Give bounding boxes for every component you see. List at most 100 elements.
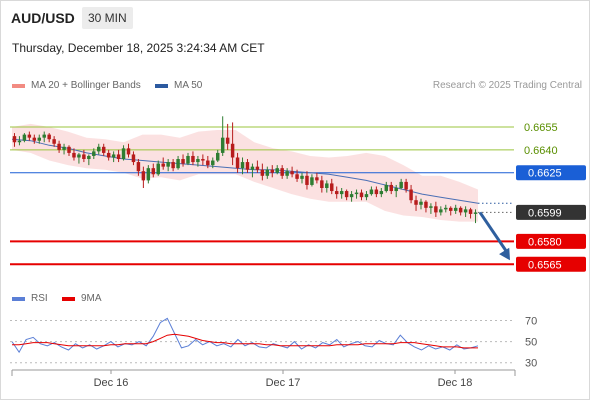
candle-body: [444, 207, 448, 210]
candle-body: [141, 171, 146, 181]
ma50-swatch: [155, 83, 168, 88]
candle-body: [32, 137, 37, 141]
candle-body: [280, 168, 284, 176]
rsi-series-9ma: [12, 333, 478, 349]
candle-body: [399, 181, 403, 188]
candle-body: [97, 146, 101, 152]
candle-body: [300, 175, 304, 179]
candle-body: [72, 152, 76, 158]
candle-body: [310, 177, 314, 185]
candle-body: [67, 146, 71, 153]
candle-body: [131, 154, 136, 163]
candle-body: [176, 159, 180, 169]
candle-body: [101, 146, 106, 153]
price-label-0.6599: 0.6599: [528, 207, 562, 219]
candle-body: [354, 192, 359, 195]
candle-body: [334, 191, 339, 195]
candle-body: [374, 189, 379, 195]
candle-body: [17, 140, 22, 143]
legend-label-ma50: MA 50: [174, 80, 203, 91]
candle-body: [384, 184, 389, 192]
candle-body: [325, 183, 329, 188]
candle-body: [156, 163, 160, 175]
price-label-0.6565: 0.6565: [528, 259, 562, 271]
legend-item-ma50: MA 50: [155, 80, 202, 91]
rsi-tick-label-30: 30: [525, 358, 537, 370]
candle-body: [255, 166, 260, 170]
candle-body: [77, 154, 81, 158]
candle-body: [419, 201, 423, 205]
candle-body: [448, 207, 453, 211]
credit-text: Research © 2025 Trading Central: [432, 80, 582, 91]
chart-datetime: Thursday, December 18, 2025 3:24:34 AM C…: [12, 41, 265, 55]
candles: [12, 116, 478, 224]
x-tick-label-0: Dec 16: [94, 377, 129, 389]
candle-body: [136, 162, 141, 172]
candle-body: [265, 169, 270, 176]
candle-body: [57, 143, 61, 150]
legend-item-9ma: 9MA: [62, 293, 102, 304]
legend-label-rsi: RSI: [31, 293, 48, 304]
candle-body: [468, 209, 473, 214]
price-tag-0.6565: [516, 256, 586, 272]
candle-body: [260, 169, 265, 176]
legend-item-rsi: RSI: [12, 293, 48, 304]
candle-body: [250, 166, 255, 170]
candle-body: [473, 212, 478, 214]
candle-body: [439, 209, 443, 213]
candle-body: [275, 168, 279, 173]
candle-body: [196, 159, 200, 163]
candle-body: [211, 160, 215, 166]
candle-body: [429, 206, 433, 208]
candle-body: [151, 168, 156, 175]
candle-body: [458, 207, 463, 213]
candle-body: [414, 200, 418, 205]
candle-body: [295, 174, 299, 179]
forecast-arrow-head: [499, 247, 510, 261]
candle-body: [344, 191, 349, 198]
candle-body: [290, 171, 294, 175]
candle-body: [463, 209, 468, 213]
price-label-0.6640: 0.6640: [524, 145, 558, 157]
candle-body: [12, 136, 17, 143]
candle-body: [106, 152, 111, 158]
candle-body: [453, 207, 458, 211]
price-tag-0.6599: [516, 204, 586, 220]
candle-body: [225, 137, 230, 144]
candle-body: [62, 146, 66, 150]
ma20-swatch: [12, 83, 25, 88]
candle-body: [320, 180, 324, 188]
symbol-title: AUD/USD: [11, 10, 75, 26]
candle-body: [270, 169, 275, 173]
candle-body: [404, 181, 408, 190]
candle-body: [230, 143, 235, 158]
candle-body: [27, 134, 32, 138]
candle-body: [394, 188, 398, 192]
candle-body: [37, 137, 42, 141]
candle-body: [206, 160, 210, 166]
price-label-0.6655: 0.6655: [524, 122, 558, 134]
candle-body: [369, 189, 374, 195]
forecast-arrow-line: [478, 211, 509, 254]
candle-body: [22, 134, 27, 141]
candle-body: [215, 152, 220, 161]
price-tag-0.6580: [516, 233, 586, 249]
rsi-swatch: [12, 296, 25, 301]
candle-body: [161, 163, 165, 167]
x-tick-label-2: Dec 18: [438, 377, 473, 389]
candle-body: [349, 194, 354, 198]
candle-body: [181, 159, 185, 164]
candle-body: [47, 134, 51, 140]
price-label-0.6625: 0.6625: [528, 168, 562, 180]
candle-body: [220, 137, 225, 153]
timeframe-button[interactable]: 30 MIN: [82, 7, 133, 29]
candle-body: [87, 155, 91, 160]
candle-body: [82, 154, 86, 160]
legend-label-ma20: MA 20 + Bollinger Bands: [31, 80, 141, 91]
candle-body: [285, 171, 289, 176]
candle-body: [409, 189, 413, 201]
9ma-swatch: [62, 296, 75, 301]
candle-body: [186, 155, 190, 164]
candle-body: [42, 134, 46, 138]
